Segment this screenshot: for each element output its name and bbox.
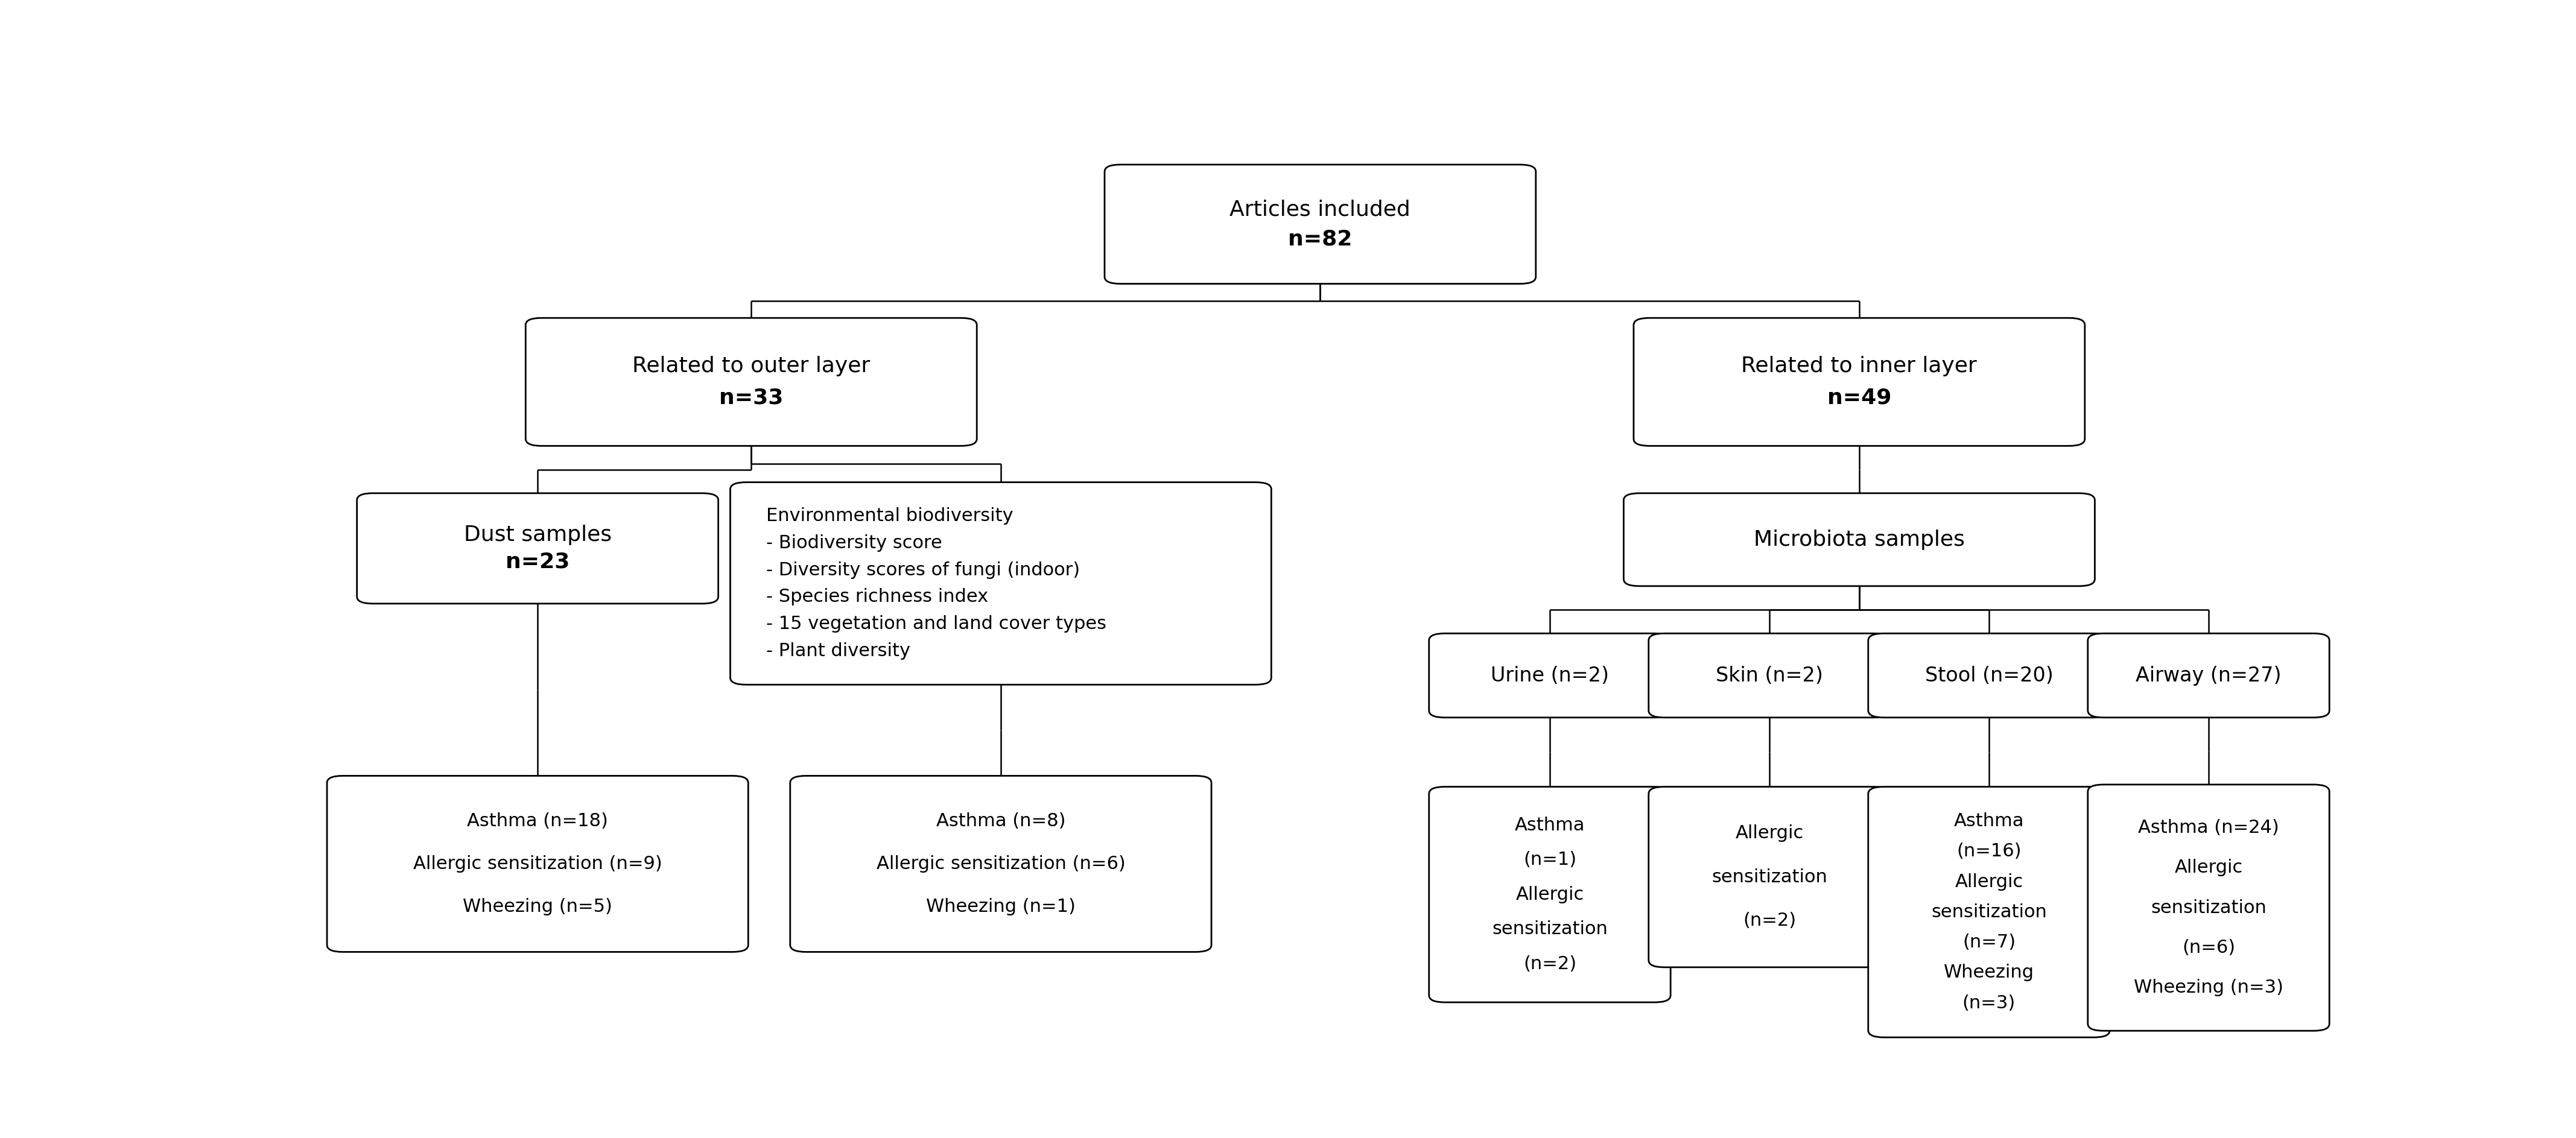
Text: sensitization: sensitization: [1492, 921, 1607, 938]
Text: Stool (n=20): Stool (n=20): [1924, 666, 2053, 685]
Text: (n=7): (n=7): [1963, 933, 2014, 951]
FancyBboxPatch shape: [526, 318, 976, 446]
Text: - Plant diversity: - Plant diversity: [765, 642, 909, 660]
Text: Wheezing (n=1): Wheezing (n=1): [925, 898, 1077, 915]
Text: n=23: n=23: [505, 552, 569, 572]
Text: Allergic sensitization (n=9): Allergic sensitization (n=9): [412, 855, 662, 873]
Text: Allergic: Allergic: [1955, 873, 2022, 890]
Text: sensitization: sensitization: [1932, 904, 2048, 921]
Text: - Species richness index: - Species richness index: [765, 588, 989, 605]
FancyBboxPatch shape: [1649, 634, 1891, 718]
Text: Wheezing: Wheezing: [1945, 964, 2035, 981]
Text: Asthma: Asthma: [1953, 813, 2025, 830]
Text: Related to inner layer: Related to inner layer: [1741, 356, 1978, 377]
Text: sensitization: sensitization: [1710, 868, 1826, 885]
FancyBboxPatch shape: [1633, 318, 2084, 446]
FancyBboxPatch shape: [1105, 165, 1535, 283]
Text: (n=6): (n=6): [2182, 939, 2236, 956]
Text: Microbiota samples: Microbiota samples: [1754, 529, 1965, 550]
Text: Articles included: Articles included: [1229, 199, 1412, 220]
FancyBboxPatch shape: [358, 493, 719, 603]
Text: - Biodiversity score: - Biodiversity score: [765, 535, 943, 552]
Text: Wheezing (n=3): Wheezing (n=3): [2133, 979, 2282, 997]
FancyBboxPatch shape: [729, 483, 1273, 685]
FancyBboxPatch shape: [327, 776, 747, 951]
FancyBboxPatch shape: [1868, 786, 2110, 1038]
Text: (n=16): (n=16): [1958, 842, 2022, 860]
Text: - Diversity scores of fungi (indoor): - Diversity scores of fungi (indoor): [765, 561, 1079, 579]
Text: Dust samples: Dust samples: [464, 525, 611, 545]
FancyBboxPatch shape: [2087, 784, 2329, 1031]
FancyBboxPatch shape: [1430, 786, 1672, 1003]
Text: (n=1): (n=1): [1522, 851, 1577, 868]
Text: Allergic: Allergic: [1736, 824, 1803, 842]
Text: (n=3): (n=3): [1963, 995, 2014, 1012]
Text: (n=2): (n=2): [1522, 955, 1577, 973]
Text: Asthma (n=8): Asthma (n=8): [935, 813, 1066, 830]
Text: n=82: n=82: [1288, 229, 1352, 249]
FancyBboxPatch shape: [1623, 493, 2094, 586]
Text: Allergic: Allergic: [2174, 859, 2244, 876]
Text: Urine (n=2): Urine (n=2): [1492, 666, 1610, 685]
Text: Asthma (n=18): Asthma (n=18): [466, 813, 608, 830]
FancyBboxPatch shape: [1430, 634, 1672, 718]
Text: Related to outer layer: Related to outer layer: [631, 356, 871, 377]
Text: n=33: n=33: [719, 388, 783, 409]
Text: Asthma: Asthma: [1515, 816, 1584, 834]
Text: Environmental biodiversity: Environmental biodiversity: [765, 508, 1020, 525]
Text: Allergic sensitization (n=6): Allergic sensitization (n=6): [876, 855, 1126, 873]
Text: (n=2): (n=2): [1744, 912, 1795, 930]
FancyBboxPatch shape: [1868, 634, 2110, 718]
Text: Skin (n=2): Skin (n=2): [1716, 666, 1824, 685]
Text: - 15 vegetation and land cover types: - 15 vegetation and land cover types: [765, 615, 1108, 633]
Text: n=49: n=49: [1826, 388, 1891, 409]
Text: Wheezing (n=5): Wheezing (n=5): [464, 898, 613, 915]
Text: Asthma (n=24): Asthma (n=24): [2138, 819, 2280, 836]
Text: Allergic: Allergic: [1515, 885, 1584, 904]
Text: sensitization: sensitization: [2151, 899, 2267, 916]
FancyBboxPatch shape: [2087, 634, 2329, 718]
Text: Airway (n=27): Airway (n=27): [2136, 666, 2282, 685]
FancyBboxPatch shape: [1649, 786, 1891, 967]
FancyBboxPatch shape: [791, 776, 1211, 951]
